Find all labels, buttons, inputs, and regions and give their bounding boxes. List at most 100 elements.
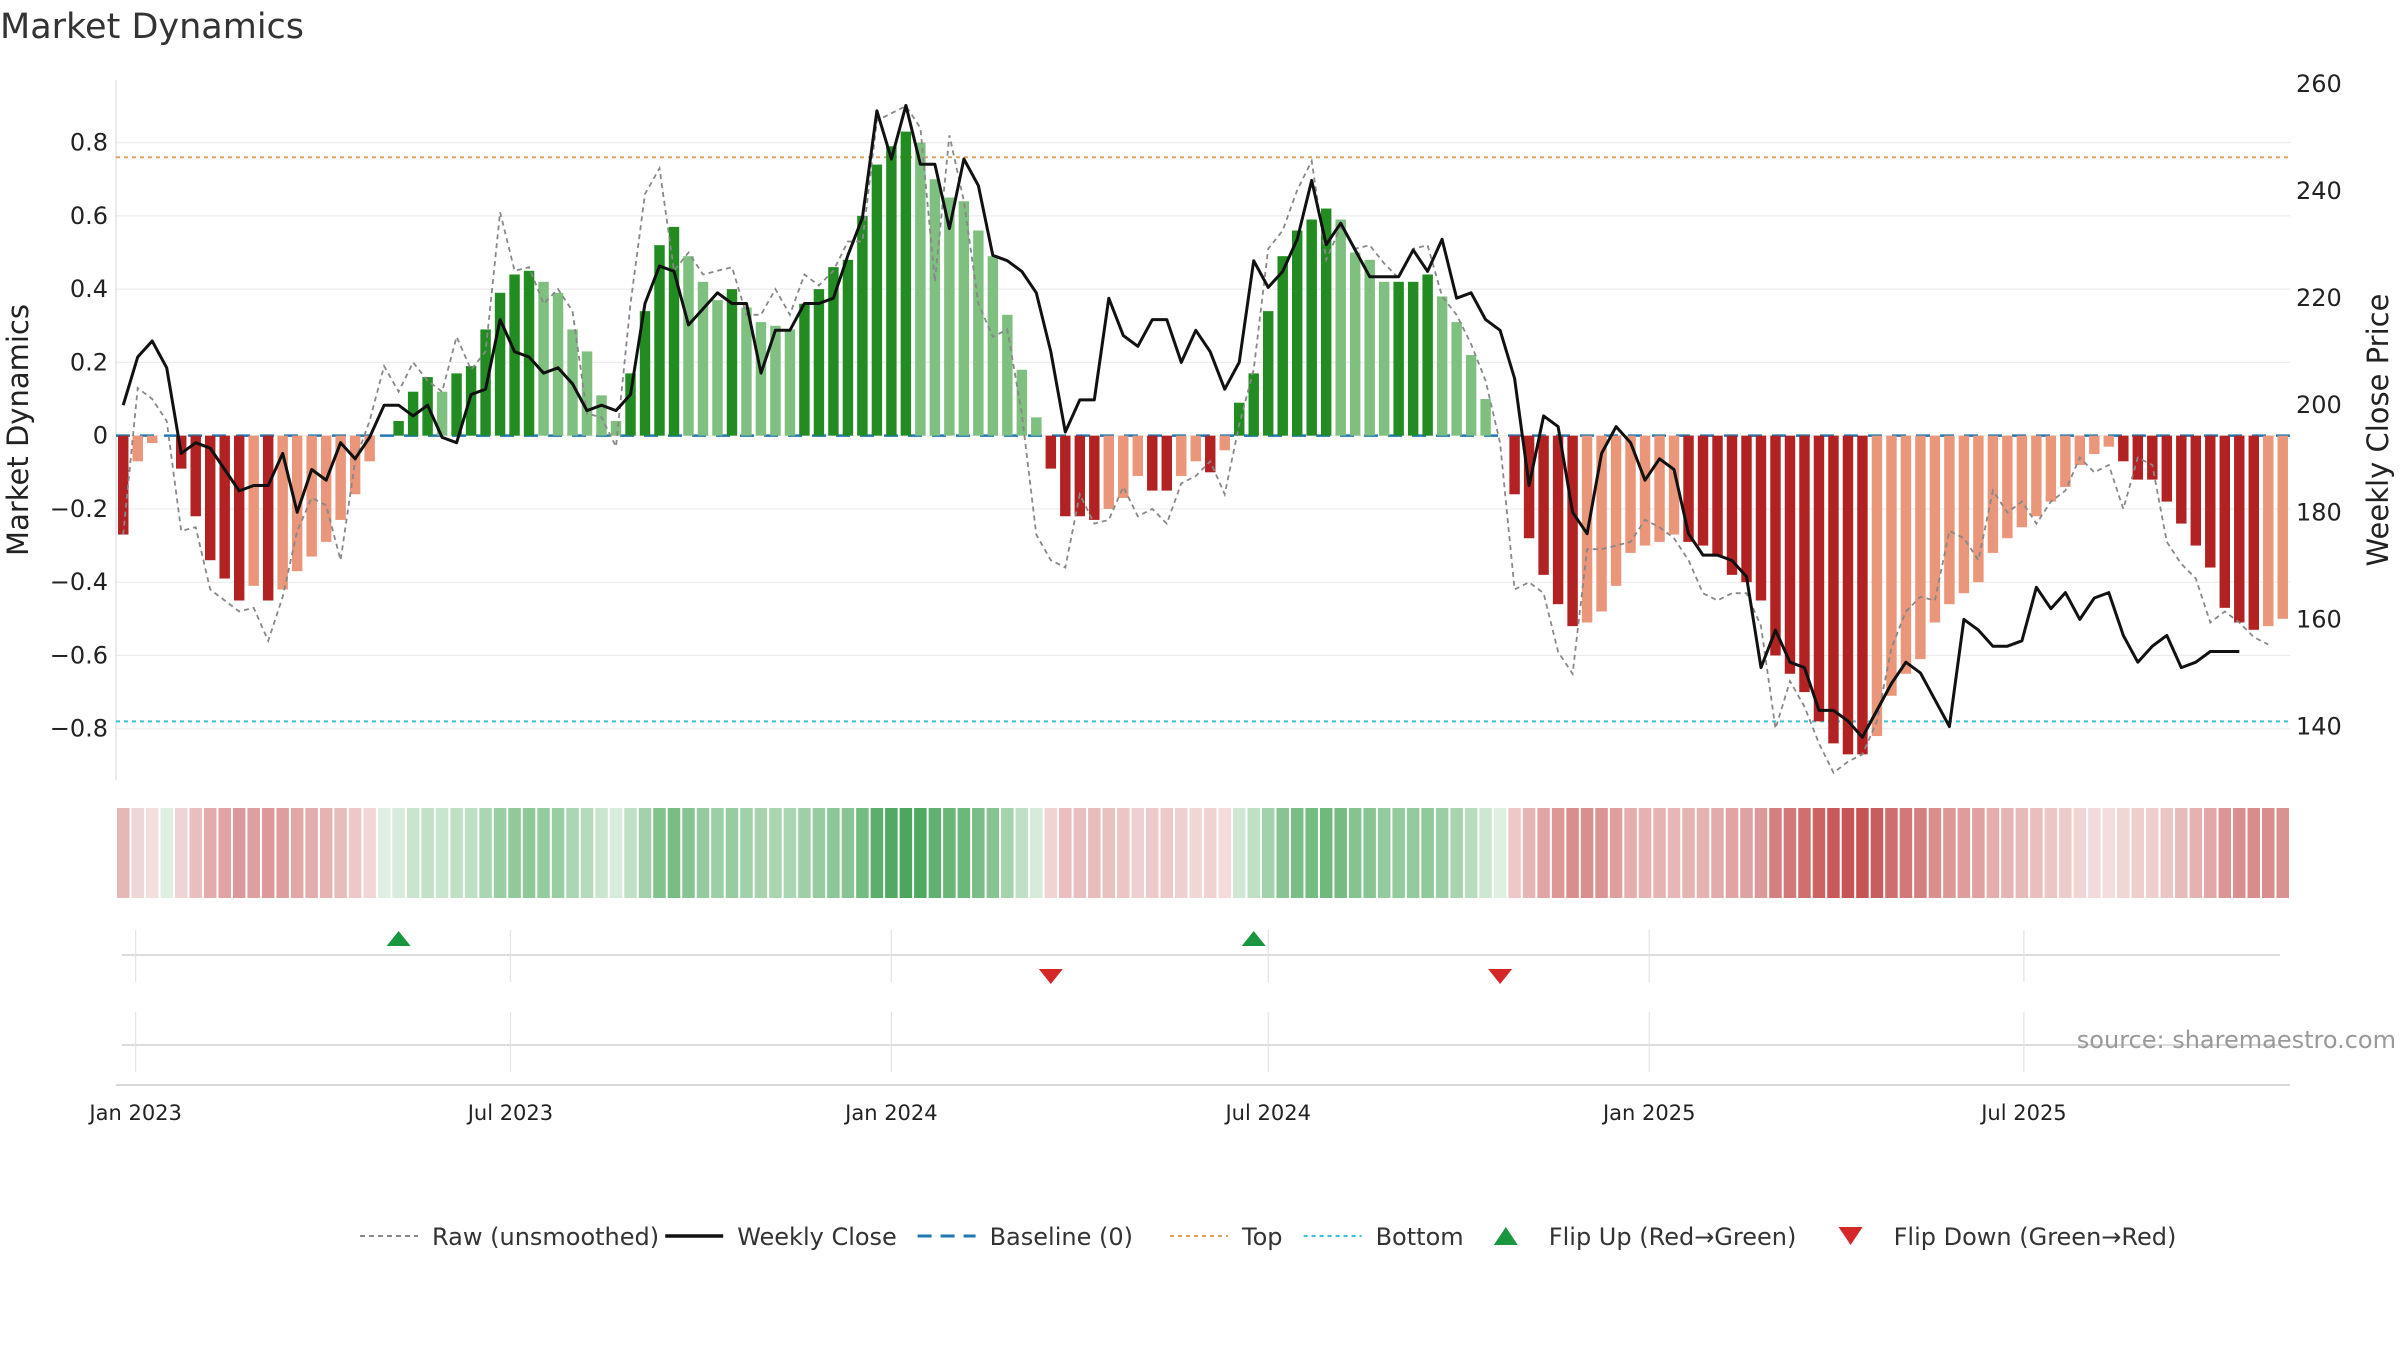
momentum-bar	[799, 303, 810, 436]
heat-cell	[450, 808, 463, 898]
momentum-bar	[1596, 435, 1607, 612]
heat-cell	[1305, 808, 1318, 898]
heat-cell	[305, 808, 318, 898]
heat-cell	[914, 808, 927, 898]
heat-cell	[1175, 808, 1188, 898]
heat-cell	[2160, 808, 2174, 898]
heat-cell	[1928, 808, 1942, 898]
momentum-bar	[1683, 435, 1694, 542]
heat-cell	[2276, 808, 2289, 898]
momentum-bar	[204, 435, 216, 561]
momentum-bar	[1654, 435, 1665, 542]
heat-cell	[363, 808, 376, 898]
momentum-bar	[1480, 399, 1491, 436]
heat-cell	[1319, 808, 1333, 898]
price-lines	[121, 103, 2269, 775]
momentum-bar	[596, 395, 607, 436]
y-tick-label: −0.6	[50, 641, 108, 669]
heat-cell	[1841, 808, 1855, 898]
heat-cell	[1696, 808, 1710, 898]
heat-cell	[943, 808, 956, 898]
momentum-bar	[1291, 230, 1303, 436]
momentum-bar	[697, 281, 709, 436]
heat-cell	[798, 808, 811, 898]
heat-cell	[145, 808, 159, 898]
momentum-bar	[1176, 435, 1187, 476]
heat-cell	[1088, 808, 1101, 898]
legend-label: Baseline (0)	[990, 1223, 1133, 1251]
y2-tick-label: 200	[2296, 391, 2342, 419]
momentum-bar	[1320, 208, 1332, 436]
heat-cell	[2088, 808, 2101, 898]
heat-cell	[841, 808, 855, 898]
momentum-bar	[871, 164, 883, 436]
x-tick-label: Jan 2023	[87, 1101, 182, 1125]
heat-cell	[566, 808, 579, 898]
momentum-bar	[625, 373, 636, 436]
heat-cell	[682, 808, 695, 898]
momentum-bar	[2002, 435, 2013, 539]
y2-tick-label: 260	[2296, 70, 2342, 98]
heat-cell	[1073, 808, 1087, 898]
heat-cell	[885, 808, 898, 898]
y-tick-label: 0.8	[70, 129, 108, 157]
momentum-bar	[494, 292, 506, 436]
momentum-bar	[900, 131, 912, 436]
momentum-bar	[1538, 435, 1549, 575]
heat-cell	[624, 808, 637, 898]
y2-tick-label: 160	[2296, 605, 2342, 633]
momentum-bar	[784, 329, 796, 436]
legend-swatch	[1493, 1227, 1518, 1245]
momentum-bar	[1465, 355, 1477, 436]
momentum-bar	[1089, 435, 1100, 520]
heat-cell	[827, 808, 840, 898]
y-tick-label: 0.2	[70, 348, 108, 376]
momentum-bar	[1915, 435, 1926, 660]
y-tick-label: 0	[93, 422, 108, 450]
heat-cell	[1392, 808, 1405, 898]
heat-cell	[1682, 808, 1695, 898]
momentum-bar	[349, 435, 361, 495]
momentum-bar	[1147, 435, 1158, 491]
heat-cell	[508, 808, 521, 898]
legend-item: Flip Down (Green→Red)	[1838, 1223, 2176, 1251]
heat-cell	[1551, 808, 1565, 898]
momentum-bar	[1060, 435, 1071, 517]
legend-item: Flip Up (Red→Green)	[1493, 1223, 1796, 1251]
heat-cell	[421, 808, 434, 898]
momentum-bar	[364, 435, 375, 462]
momentum-bar	[1306, 219, 1317, 436]
x-tick-label: Jul 2025	[1979, 1101, 2066, 1125]
momentum-bar	[407, 391, 419, 436]
momentum-bar	[277, 435, 288, 590]
momentum-bar	[1697, 435, 1709, 546]
legend-swatch	[1838, 1227, 1863, 1245]
heat-cell	[1334, 808, 1347, 898]
heat-cell	[2102, 808, 2116, 898]
heat-cell	[2247, 808, 2261, 898]
heat-cell	[2262, 808, 2275, 898]
heat-cell	[2131, 808, 2145, 898]
momentum-bar	[1219, 435, 1230, 451]
heat-cell	[1261, 808, 1275, 898]
heat-cell	[247, 808, 260, 898]
heat-cell	[1812, 808, 1826, 898]
heat-cell	[1247, 808, 1260, 898]
momentum-bar	[1002, 314, 1013, 436]
momentum-bar	[436, 391, 448, 436]
y2-axis-ticks: 260 240 220 200 180 160 140	[2296, 70, 2342, 740]
momentum-bar	[1755, 435, 1767, 601]
momentum-bar	[1422, 274, 1433, 436]
heat-cell	[986, 808, 1000, 898]
heat-cell	[1044, 808, 1058, 898]
flip-up-marker	[386, 931, 411, 946]
momentum-bar	[1552, 435, 1564, 605]
heat-cell	[117, 808, 130, 898]
momentum-bar	[1234, 402, 1245, 436]
heat-cell	[2175, 808, 2188, 898]
momentum-bar	[1407, 281, 1419, 436]
momentum-bar	[1900, 435, 1912, 674]
momentum-bar	[1828, 435, 1839, 744]
momentum-bar	[132, 435, 143, 462]
